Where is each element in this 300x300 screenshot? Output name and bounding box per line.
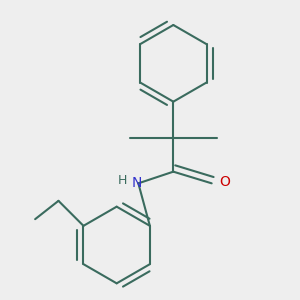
Text: N: N [131,176,142,190]
Text: H: H [118,173,127,187]
Text: O: O [219,175,230,189]
